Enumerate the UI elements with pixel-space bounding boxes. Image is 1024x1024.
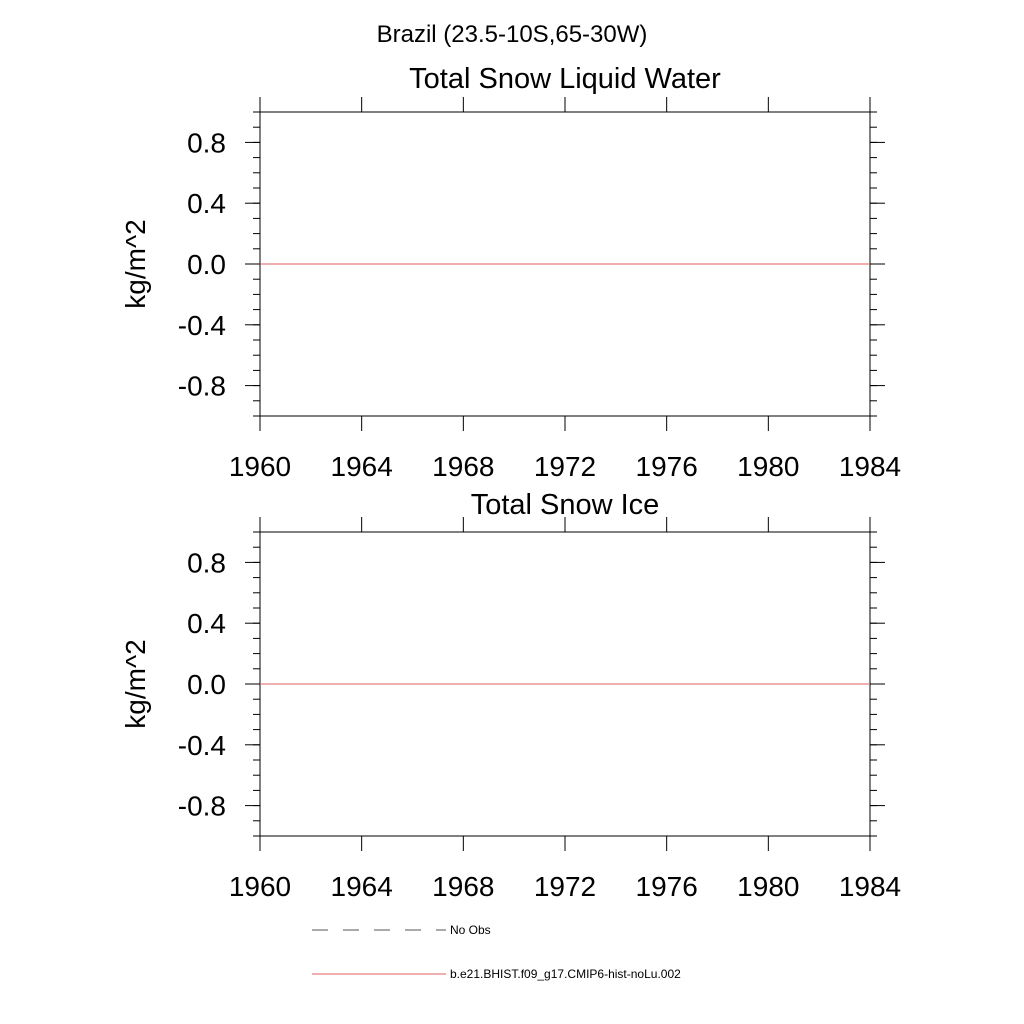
x-tick-label: 1960	[229, 871, 291, 902]
y-axis-label: kg/m^2	[120, 639, 151, 728]
x-tick-label: 1972	[534, 451, 596, 482]
legend-entry-no-obs: No Obs	[312, 923, 491, 937]
x-tick-label: 1968	[432, 871, 494, 902]
y-tick-label: -0.4	[178, 730, 226, 761]
x-tick-label: 1984	[839, 451, 901, 482]
page-title: Brazil (23.5-10S,65-30W)	[377, 21, 648, 48]
x-tick-label: 1976	[636, 871, 698, 902]
x-tick-label: 1960	[229, 451, 291, 482]
legend-label-model: b.e21.BHIST.f09_g17.CMIP6-hist-noLu.002	[450, 967, 681, 981]
y-axis-label: kg/m^2	[120, 219, 151, 308]
legend: No Obs b.e21.BHIST.f09_g17.CMIP6-hist-no…	[312, 923, 681, 981]
x-tick-label: 1964	[331, 451, 393, 482]
panel-snow-ice: Total Snow Ice kg/m^2 1960 1964 1968 1972 19…	[120, 489, 901, 902]
panel-snow-liquid-water: Total Snow Liquid Water kg/m^2 1960 1964 1…	[120, 63, 901, 482]
x-tick-label: 1984	[839, 871, 901, 902]
y-tick-label: 0.8	[187, 547, 226, 578]
x-tick-label: 1976	[636, 451, 698, 482]
x-tick-label: 1972	[534, 871, 596, 902]
y-tick-label: -0.4	[178, 310, 226, 341]
chart-title: Total Snow Liquid Water	[409, 63, 721, 95]
y-tick-label: -0.8	[178, 791, 226, 822]
y-tick-label: 0.0	[187, 249, 226, 280]
legend-label-no-obs: No Obs	[450, 923, 491, 937]
chart-title: Total Snow Ice	[471, 489, 660, 521]
x-tick-label: 1980	[737, 871, 799, 902]
legend-entry-model: b.e21.BHIST.f09_g17.CMIP6-hist-noLu.002	[312, 967, 681, 981]
y-tick-label: 0.4	[187, 188, 226, 219]
x-tick-label: 1968	[432, 451, 494, 482]
y-tick-label: -0.8	[178, 371, 226, 402]
y-tick-label: 0.0	[187, 669, 226, 700]
x-tick-label: 1980	[737, 451, 799, 482]
y-tick-label: 0.4	[187, 608, 226, 639]
y-tick-label: 0.8	[187, 127, 226, 158]
x-tick-label: 1964	[331, 871, 393, 902]
